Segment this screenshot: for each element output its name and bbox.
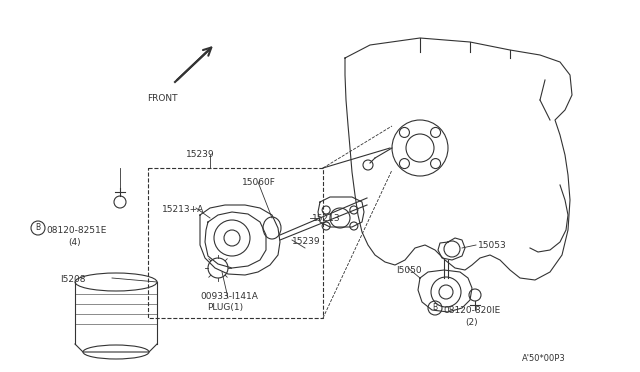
Text: 15213: 15213 [312,214,340,223]
Text: PLUG(1): PLUG(1) [207,303,243,312]
Text: 15239: 15239 [186,150,214,159]
Text: (4): (4) [68,238,81,247]
Text: 00933-l141A: 00933-l141A [200,292,258,301]
Text: 08120-820lE: 08120-820lE [443,306,500,315]
Text: 15060F: 15060F [242,178,276,187]
Text: B: B [433,304,438,312]
Text: l5050: l5050 [396,266,422,275]
Text: 15213+A: 15213+A [162,205,204,214]
Text: A'50*00P3: A'50*00P3 [522,354,566,363]
Bar [148,168,323,318]
Text: 15053: 15053 [478,241,507,250]
Text: 15239: 15239 [292,237,321,246]
Text: FRONT: FRONT [147,94,177,103]
Text: B: B [35,224,40,232]
Text: l5208: l5208 [60,275,86,284]
Text: 08120-8251E: 08120-8251E [46,226,106,235]
Text: (2): (2) [465,318,477,327]
